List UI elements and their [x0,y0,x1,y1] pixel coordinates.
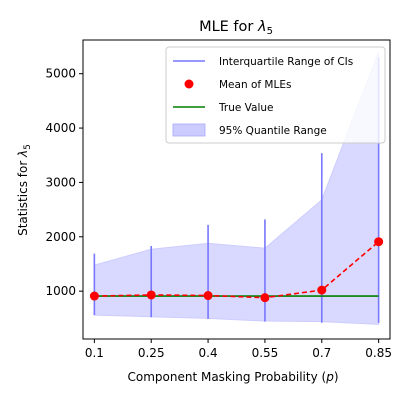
legend-label: Interquartile Range of CIs [219,56,353,68]
y-axis-ticks: 1000 2000 3000 4000 5000 [45,67,83,298]
x-tick-label: 0.85 [365,346,392,360]
y-tick-label: 5000 [45,67,76,81]
x-axis-ticks: 0.1 0.25 0.4 0.55 0.7 0.85 [85,339,392,360]
mean-mle-point [203,291,213,301]
legend-swatch [184,79,194,89]
x-tick-label: 0.25 [138,346,165,360]
x-tick-label: 0.7 [312,346,331,360]
mean-mle-point [374,237,384,247]
y-tick-label: 1000 [45,284,76,298]
legend: Interquartile Range of CIs Mean of MLEs Tr… [165,46,386,144]
mean-mle-line [94,241,380,299]
mean-mle-point [146,290,156,300]
y-tick-label: 2000 [45,230,76,244]
legend-box [165,46,386,144]
plot-frame [82,39,391,340]
mean-mle-point [317,285,327,295]
point-layer [89,237,384,303]
mean-mle-point [89,291,99,301]
x-axis-label: Component Masking Probability (p) [127,370,338,384]
legend-items: Interquartile Range of CIs Mean of MLEs Tr… [172,56,353,137]
x-tick-label: 0.1 [85,346,104,360]
y-axis-label: Statistics for λ5 [16,144,33,236]
legend-label: Mean of MLEs [219,79,291,91]
y-tick-label: 3000 [45,175,76,189]
mean-mle-point [260,293,270,303]
legend-label: True Value [218,102,273,114]
legend-swatch [172,123,206,137]
x-tick-label: 0.4 [199,346,218,360]
range-layer [93,57,380,323]
y-tick-label: 4000 [45,121,76,135]
x-tick-label: 0.55 [252,346,279,360]
line-layer [94,241,380,299]
chart-title: MLE for λ5 [199,19,273,37]
legend-label: 95% Quantile Range [219,125,327,137]
